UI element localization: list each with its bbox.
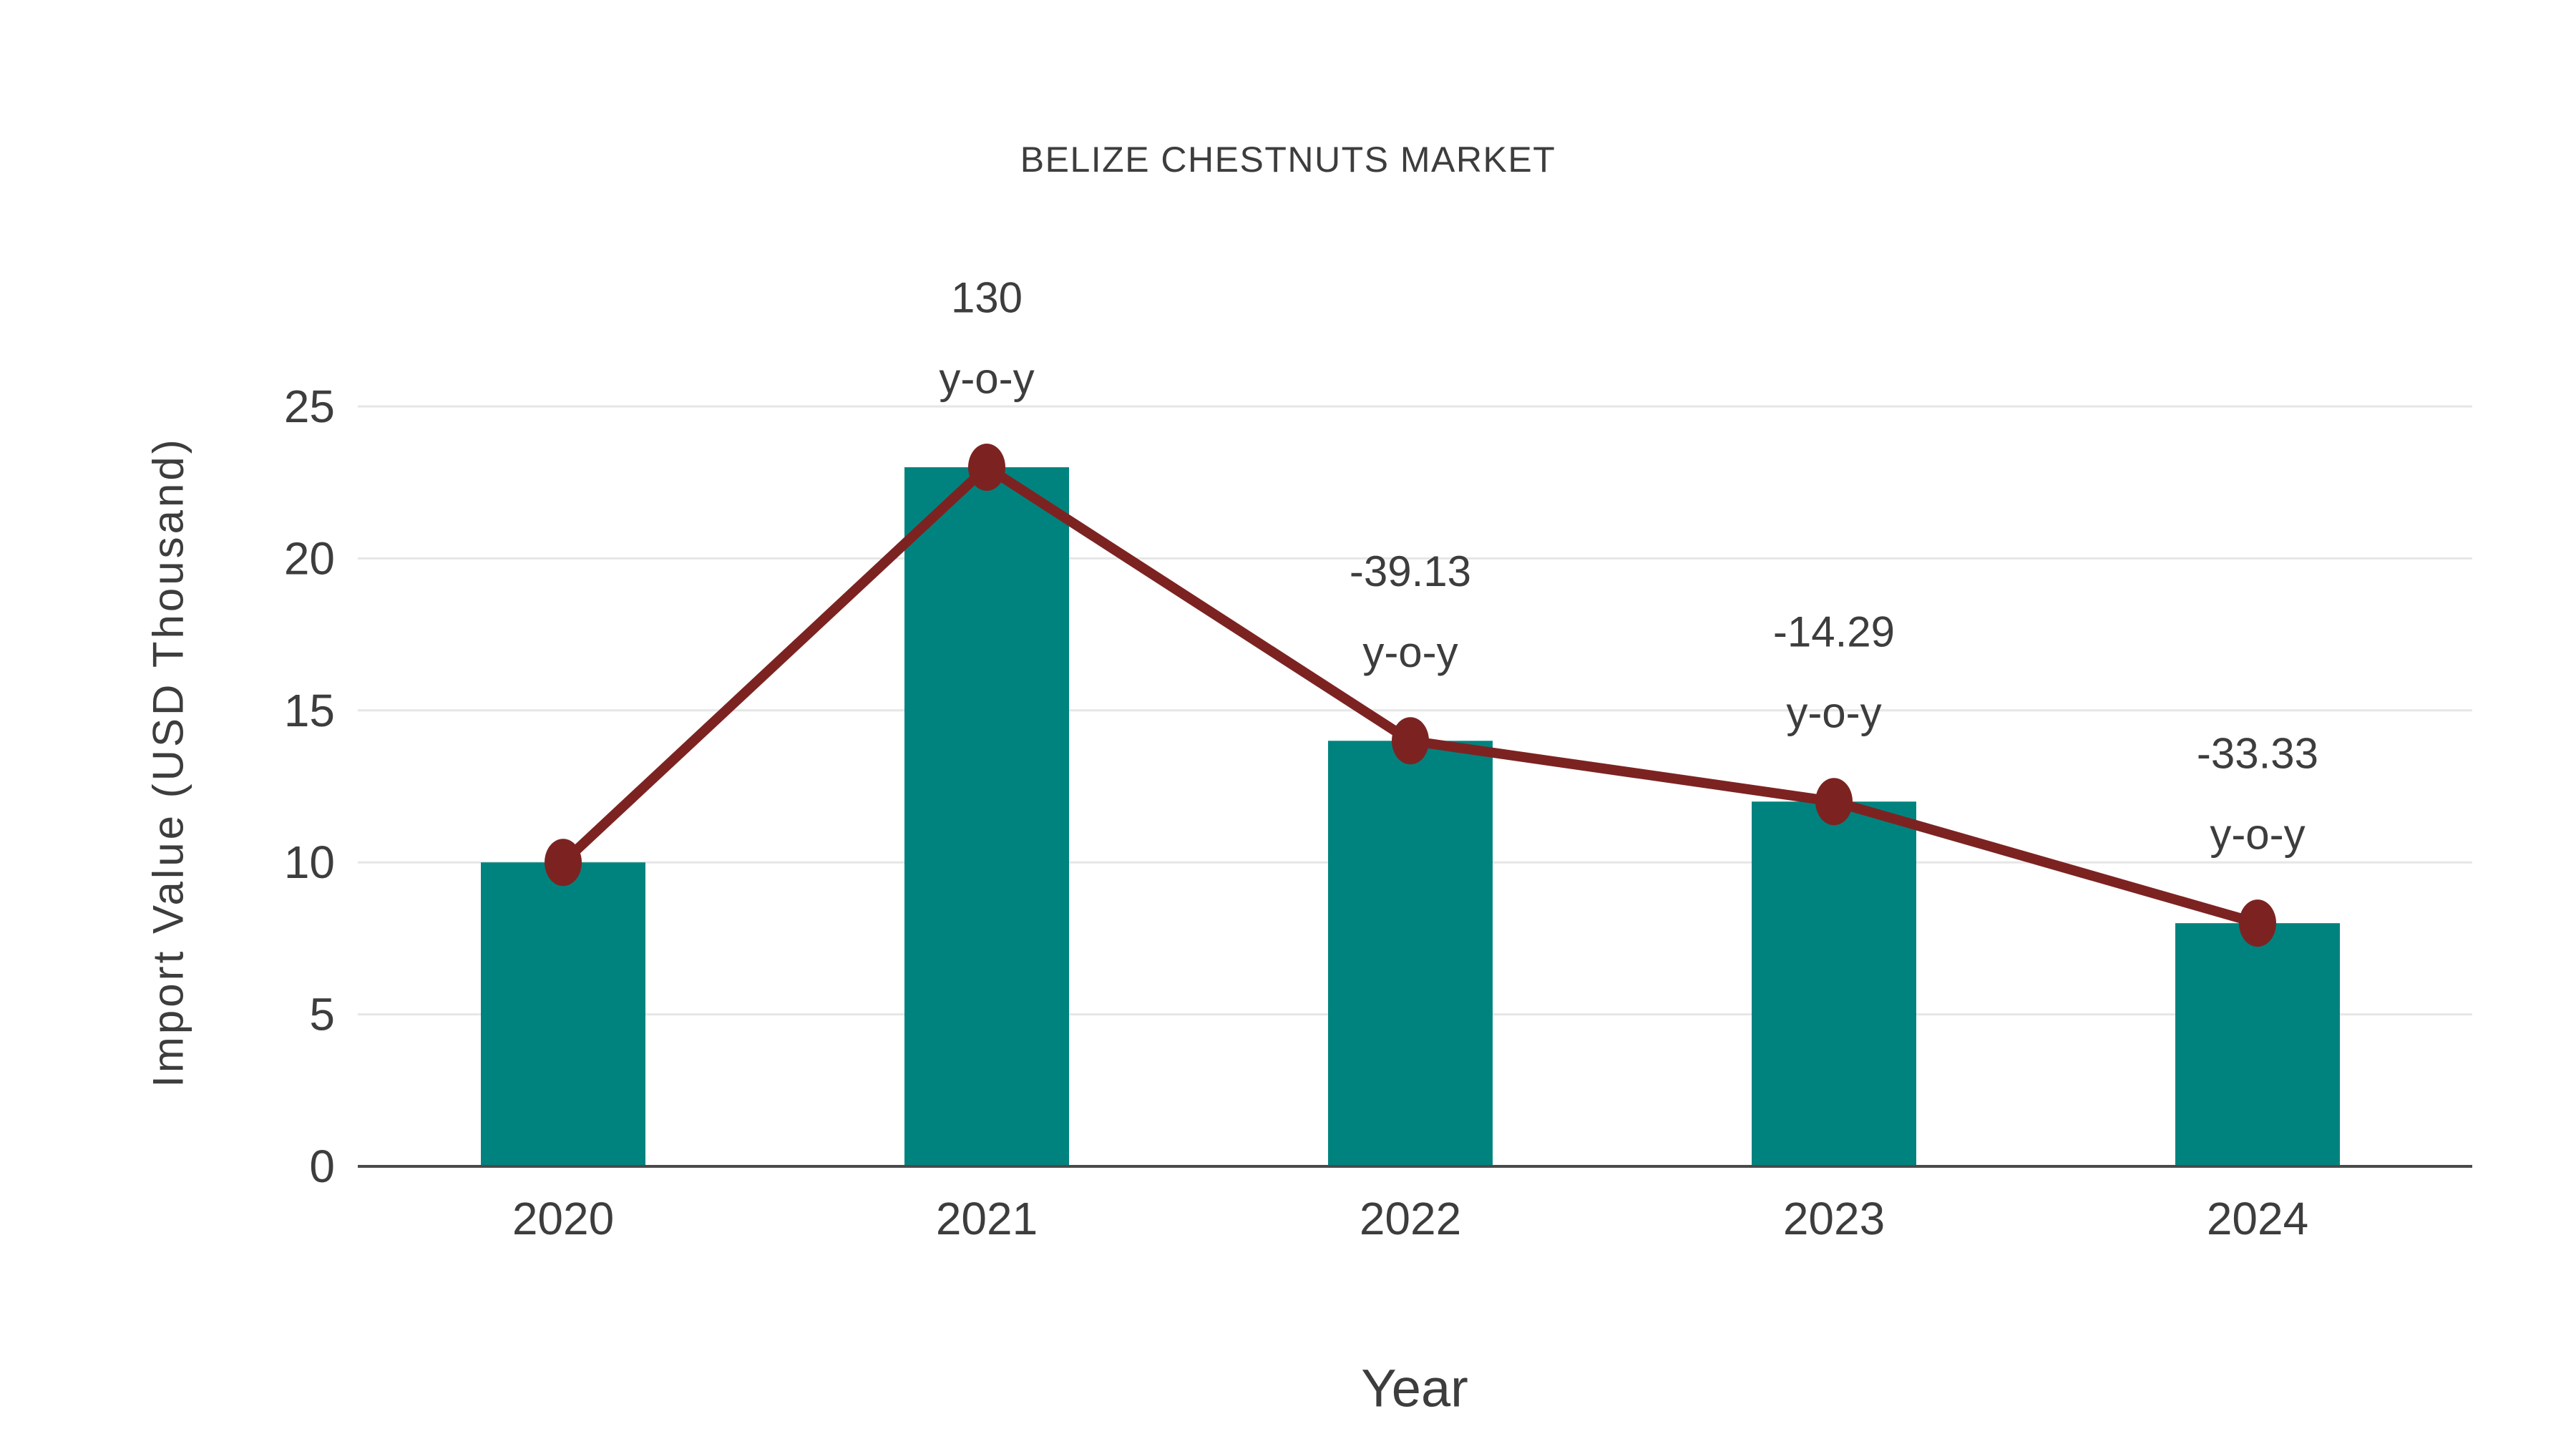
trend-marker-2022 — [1392, 717, 1429, 765]
y-tick-label-25: 25 — [284, 381, 335, 432]
x-tick-label-2023: 2023 — [1783, 1193, 1885, 1244]
trend-marker-2020 — [545, 839, 582, 887]
bar-2023 — [1752, 801, 1916, 1166]
trend-marker-2024 — [2239, 899, 2276, 947]
x-tick-label-2024: 2024 — [2207, 1193, 2308, 1244]
annotation-2023-value: -14.29 — [1773, 608, 1895, 656]
y-tick-label-20: 20 — [284, 532, 335, 584]
y-tick-label-5: 5 — [309, 989, 335, 1040]
x-tick-label-2022: 2022 — [1360, 1193, 1461, 1244]
bar-2022 — [1328, 741, 1493, 1166]
x-tick-label-2021: 2021 — [936, 1193, 1038, 1244]
chart-title: BELIZE CHESTNUTS MARKET — [1020, 140, 1556, 180]
bar-2020 — [481, 862, 645, 1166]
annotation-2024-value: -33.33 — [2197, 730, 2318, 778]
x-tick-label-2020: 2020 — [512, 1193, 614, 1244]
y-tick-label-15: 15 — [284, 685, 335, 736]
annotation-2021-suffix: y-o-y — [939, 354, 1034, 402]
y-tick-label-0: 0 — [309, 1141, 335, 1192]
bar-2021 — [904, 467, 1069, 1166]
bar-2024 — [2175, 923, 2340, 1166]
trend-marker-2023 — [1815, 778, 1853, 826]
trend-marker-2021 — [968, 443, 1005, 491]
annotation-2024-suffix: y-o-y — [2210, 811, 2305, 859]
x-axis-title: Year — [1361, 1358, 1468, 1418]
annotation-2023-suffix: y-o-y — [1786, 689, 1881, 737]
annotation-2022-value: -39.13 — [1350, 547, 1471, 595]
annotation-2021-value: 130 — [951, 273, 1023, 321]
annotation-2022-suffix: y-o-y — [1362, 628, 1458, 676]
y-tick-label-10: 10 — [284, 836, 335, 888]
